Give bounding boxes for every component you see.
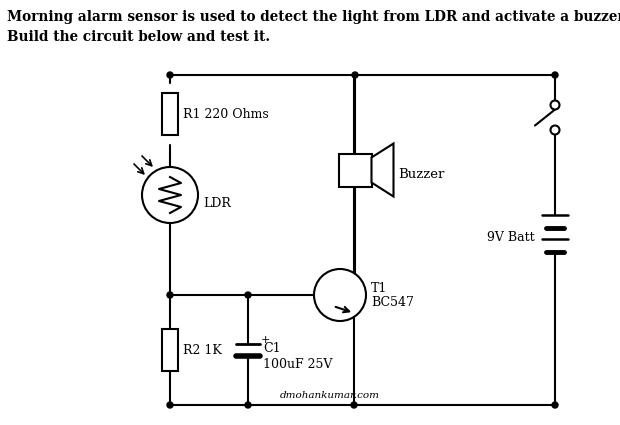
- Text: Morning alarm sensor is used to detect the light from LDR and activate a buzzer.: Morning alarm sensor is used to detect t…: [7, 10, 620, 24]
- Circle shape: [167, 402, 173, 408]
- Text: Buzzer: Buzzer: [399, 167, 445, 181]
- Text: 100uF 25V: 100uF 25V: [263, 357, 332, 371]
- Circle shape: [314, 269, 366, 321]
- Circle shape: [552, 402, 558, 408]
- Circle shape: [245, 402, 251, 408]
- Text: BC547: BC547: [371, 297, 414, 309]
- Text: 9V Batt: 9V Batt: [487, 230, 534, 244]
- Circle shape: [142, 167, 198, 223]
- Text: T1: T1: [371, 281, 388, 295]
- Text: dmohankumar.com: dmohankumar.com: [280, 391, 380, 399]
- Circle shape: [551, 100, 559, 110]
- Circle shape: [167, 292, 173, 298]
- Circle shape: [351, 402, 357, 408]
- Circle shape: [352, 72, 358, 78]
- Bar: [162, 329, 178, 371]
- Text: R2 1K: R2 1K: [183, 343, 222, 357]
- Text: R1 220 Ohms: R1 220 Ohms: [183, 108, 268, 121]
- Circle shape: [551, 125, 559, 134]
- Bar: [339, 153, 371, 187]
- Circle shape: [167, 72, 173, 78]
- Bar: [162, 93, 178, 135]
- Text: C1: C1: [263, 342, 281, 354]
- Text: LDR: LDR: [203, 196, 231, 210]
- Text: +: +: [261, 335, 270, 345]
- Text: Build the circuit below and test it.: Build the circuit below and test it.: [7, 30, 270, 44]
- Circle shape: [552, 72, 558, 78]
- Polygon shape: [371, 144, 394, 196]
- Circle shape: [245, 292, 251, 298]
